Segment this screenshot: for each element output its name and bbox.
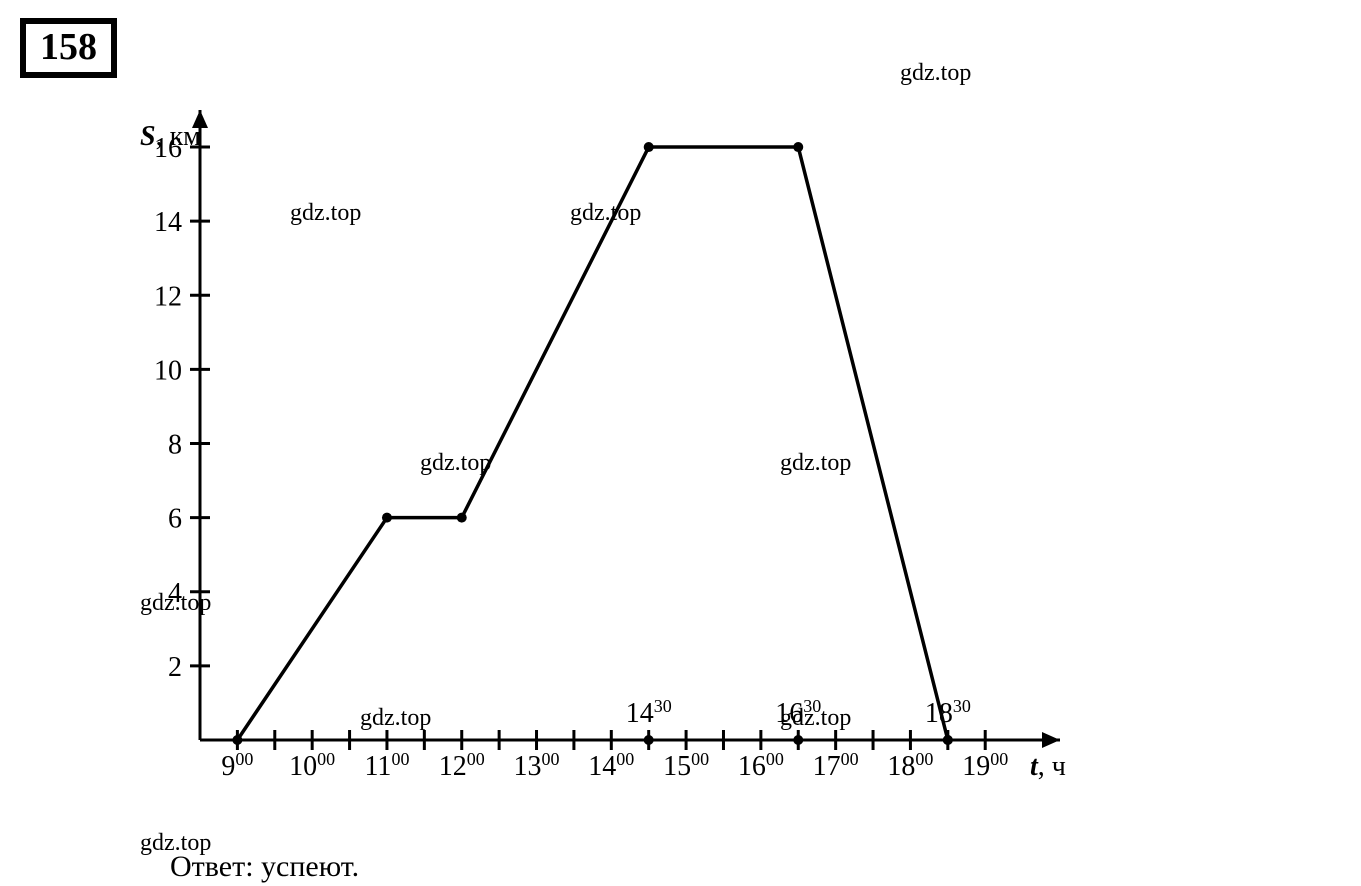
x-tick-label: 1800 — [887, 749, 933, 782]
x-tick-label: 900 — [221, 749, 253, 782]
x-tick-label: 1500 — [663, 749, 709, 782]
y-tick-label: 12 — [154, 281, 182, 312]
watermark: gdz.top — [780, 450, 851, 477]
watermark: gdz.top — [780, 705, 851, 732]
data-point — [793, 142, 803, 152]
data-point — [943, 735, 953, 745]
answer-text: успеют. — [261, 850, 359, 883]
problem-number: 158 — [40, 26, 97, 68]
x-axis-arrow — [1042, 732, 1060, 748]
x-tick-label: 1900 — [962, 749, 1008, 782]
x-tick-label: 1600 — [738, 749, 784, 782]
data-point — [644, 142, 654, 152]
x-tick-label: 1200 — [439, 749, 485, 782]
data-point — [457, 513, 467, 523]
x-tick-label: 1000 — [289, 749, 335, 782]
y-tick-label: 8 — [168, 430, 182, 461]
y-tick-label: 6 — [168, 504, 182, 535]
x-axis-label: t, ч — [1030, 751, 1066, 782]
x-half-label: 1830 — [925, 696, 971, 729]
data-point — [382, 513, 392, 523]
y-tick-label: 10 — [154, 355, 182, 386]
data-line — [237, 147, 947, 740]
x-half-marker — [793, 735, 803, 745]
x-tick-label: 1400 — [588, 749, 634, 782]
watermark: gdz.top — [290, 200, 361, 227]
watermark: gdz.top — [570, 200, 641, 227]
chart-container: 246810121416S, км90010001100120013001400… — [110, 90, 1090, 810]
watermark: gdz.top — [900, 60, 971, 87]
problem-number-badge: 158 — [20, 18, 117, 78]
data-point — [232, 735, 242, 745]
x-half-marker — [644, 735, 654, 745]
y-axis-label: S, км — [140, 121, 201, 152]
page-root: 158 246810121416S, км9001000110012001300… — [0, 0, 1361, 886]
y-tick-label: 14 — [154, 207, 182, 238]
watermark: gdz.top — [420, 450, 491, 477]
x-tick-label: 1300 — [514, 749, 560, 782]
y-tick-label: 2 — [168, 652, 182, 683]
watermark: gdz.top — [140, 590, 211, 617]
watermark: gdz.top — [140, 830, 211, 857]
distance-time-chart: 246810121416S, км90010001100120013001400… — [110, 90, 1090, 810]
watermark: gdz.top — [360, 705, 431, 732]
x-half-label: 1430 — [626, 696, 672, 729]
x-tick-label: 1700 — [813, 749, 859, 782]
x-tick-label: 1100 — [364, 749, 409, 782]
